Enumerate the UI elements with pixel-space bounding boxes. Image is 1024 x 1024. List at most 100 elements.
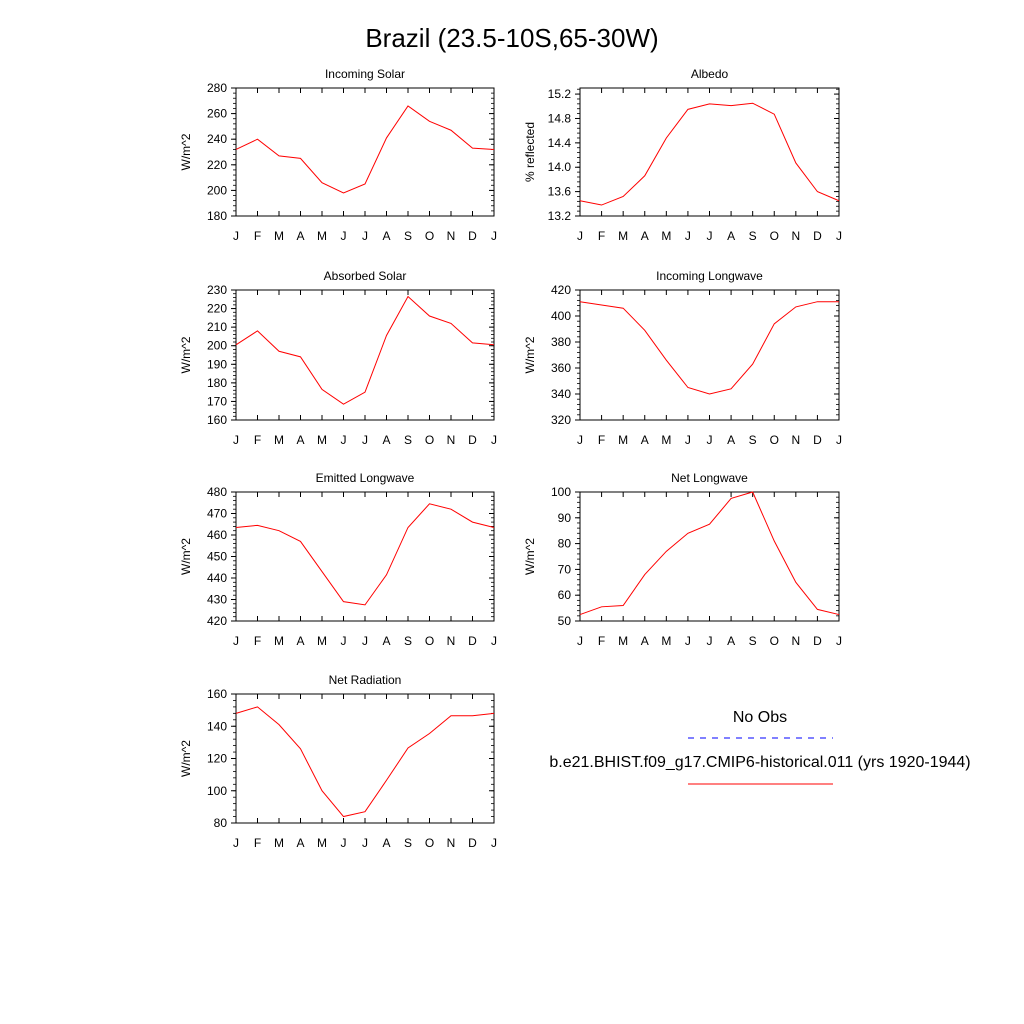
x-tick-label: F (598, 229, 605, 243)
x-tick-label: J (491, 433, 497, 447)
x-tick-label: O (425, 634, 434, 648)
x-tick-label: N (447, 836, 456, 850)
x-tick-label: O (425, 433, 434, 447)
x-tick-label: F (598, 634, 605, 648)
x-tick-label: O (770, 634, 779, 648)
panel-title: Net Radiation (329, 673, 402, 687)
y-tick-label: 230 (207, 283, 227, 297)
x-tick-label: A (727, 229, 735, 243)
x-tick-label: A (382, 634, 390, 648)
plot-frame (579, 87, 840, 217)
y-tick-label: 180 (207, 376, 227, 390)
figure-title: Brazil (23.5-10S,65-30W) (365, 23, 658, 53)
series-line (579, 491, 840, 616)
y-axis-label: W/m^2 (179, 538, 193, 575)
y-tick-label: 220 (207, 158, 227, 172)
x-tick-label: J (577, 433, 583, 447)
x-tick-label: S (404, 229, 412, 243)
y-tick-label: 430 (207, 593, 227, 607)
y-tick-label: 460 (207, 528, 227, 542)
x-tick-label: J (577, 229, 583, 243)
plot-frame (579, 289, 840, 421)
x-tick-label: O (425, 229, 434, 243)
y-axis-label: W/m^2 (523, 336, 537, 373)
y-tick-label: 14.8 (548, 111, 572, 125)
x-tick-label: A (641, 229, 649, 243)
x-tick-label: D (813, 229, 822, 243)
panel-title: Emitted Longwave (316, 471, 415, 485)
x-tick-label: D (468, 634, 477, 648)
x-tick-label: A (382, 433, 390, 447)
plot-frame (579, 491, 840, 622)
x-tick-label: S (749, 229, 757, 243)
y-tick-label: 260 (207, 107, 227, 121)
y-tick-label: 450 (207, 550, 227, 564)
x-tick-label: S (404, 836, 412, 850)
y-axis-label: W/m^2 (179, 133, 193, 170)
y-tick-label: 480 (207, 485, 227, 499)
y-tick-label: 320 (551, 413, 571, 427)
x-tick-label: M (661, 433, 671, 447)
x-tick-label: A (296, 836, 304, 850)
x-tick-label: J (233, 836, 239, 850)
y-tick-label: 140 (207, 719, 227, 733)
y-tick-label: 80 (214, 816, 228, 830)
y-axis-label: W/m^2 (179, 740, 193, 777)
x-tick-label: A (296, 634, 304, 648)
series-line (235, 295, 495, 405)
x-tick-label: A (641, 634, 649, 648)
y-tick-label: 15.2 (548, 87, 572, 101)
x-tick-label: F (254, 229, 261, 243)
x-tick-label: J (685, 229, 691, 243)
series-line (235, 503, 495, 606)
x-tick-label: N (791, 634, 800, 648)
y-tick-label: 190 (207, 357, 227, 371)
x-tick-label: M (317, 229, 327, 243)
x-tick-label: J (836, 634, 842, 648)
y-tick-label: 70 (558, 562, 572, 576)
x-tick-label: O (425, 836, 434, 850)
x-tick-label: M (661, 634, 671, 648)
x-tick-label: J (362, 836, 368, 850)
x-tick-label: M (618, 433, 628, 447)
x-tick-label: M (317, 634, 327, 648)
x-tick-label: J (685, 433, 691, 447)
x-tick-label: O (770, 433, 779, 447)
legend: No Obs b.e21.BHIST.f09_g17.CMIP6-histori… (549, 709, 971, 785)
y-tick-label: 14.0 (548, 160, 572, 174)
x-tick-label: J (577, 634, 583, 648)
x-tick-label: N (447, 229, 456, 243)
y-tick-label: 120 (207, 752, 227, 766)
x-tick-label: S (404, 433, 412, 447)
legend-obs-label: No Obs (733, 709, 787, 726)
x-tick-label: J (707, 229, 713, 243)
plot-frame (235, 693, 495, 824)
x-tick-label: J (233, 433, 239, 447)
panel-title: Incoming Longwave (656, 269, 763, 283)
x-tick-label: J (836, 433, 842, 447)
x-tick-label: M (618, 634, 628, 648)
x-tick-label: J (233, 634, 239, 648)
x-tick-label: J (362, 634, 368, 648)
x-tick-label: N (791, 433, 800, 447)
x-tick-label: J (491, 634, 497, 648)
x-tick-label: J (707, 433, 713, 447)
x-tick-label: M (317, 836, 327, 850)
y-tick-label: 200 (207, 183, 227, 197)
x-tick-label: M (274, 634, 284, 648)
x-tick-label: A (296, 433, 304, 447)
y-tick-label: 160 (207, 413, 227, 427)
y-tick-label: 420 (551, 283, 571, 297)
y-tick-label: 170 (207, 394, 227, 408)
legend-model-label: b.e21.BHIST.f09_g17.CMIP6-historical.011… (549, 754, 970, 771)
panel-title: Absorbed Solar (324, 269, 407, 283)
x-tick-label: A (641, 433, 649, 447)
x-tick-label: J (341, 229, 347, 243)
y-tick-label: 240 (207, 132, 227, 146)
